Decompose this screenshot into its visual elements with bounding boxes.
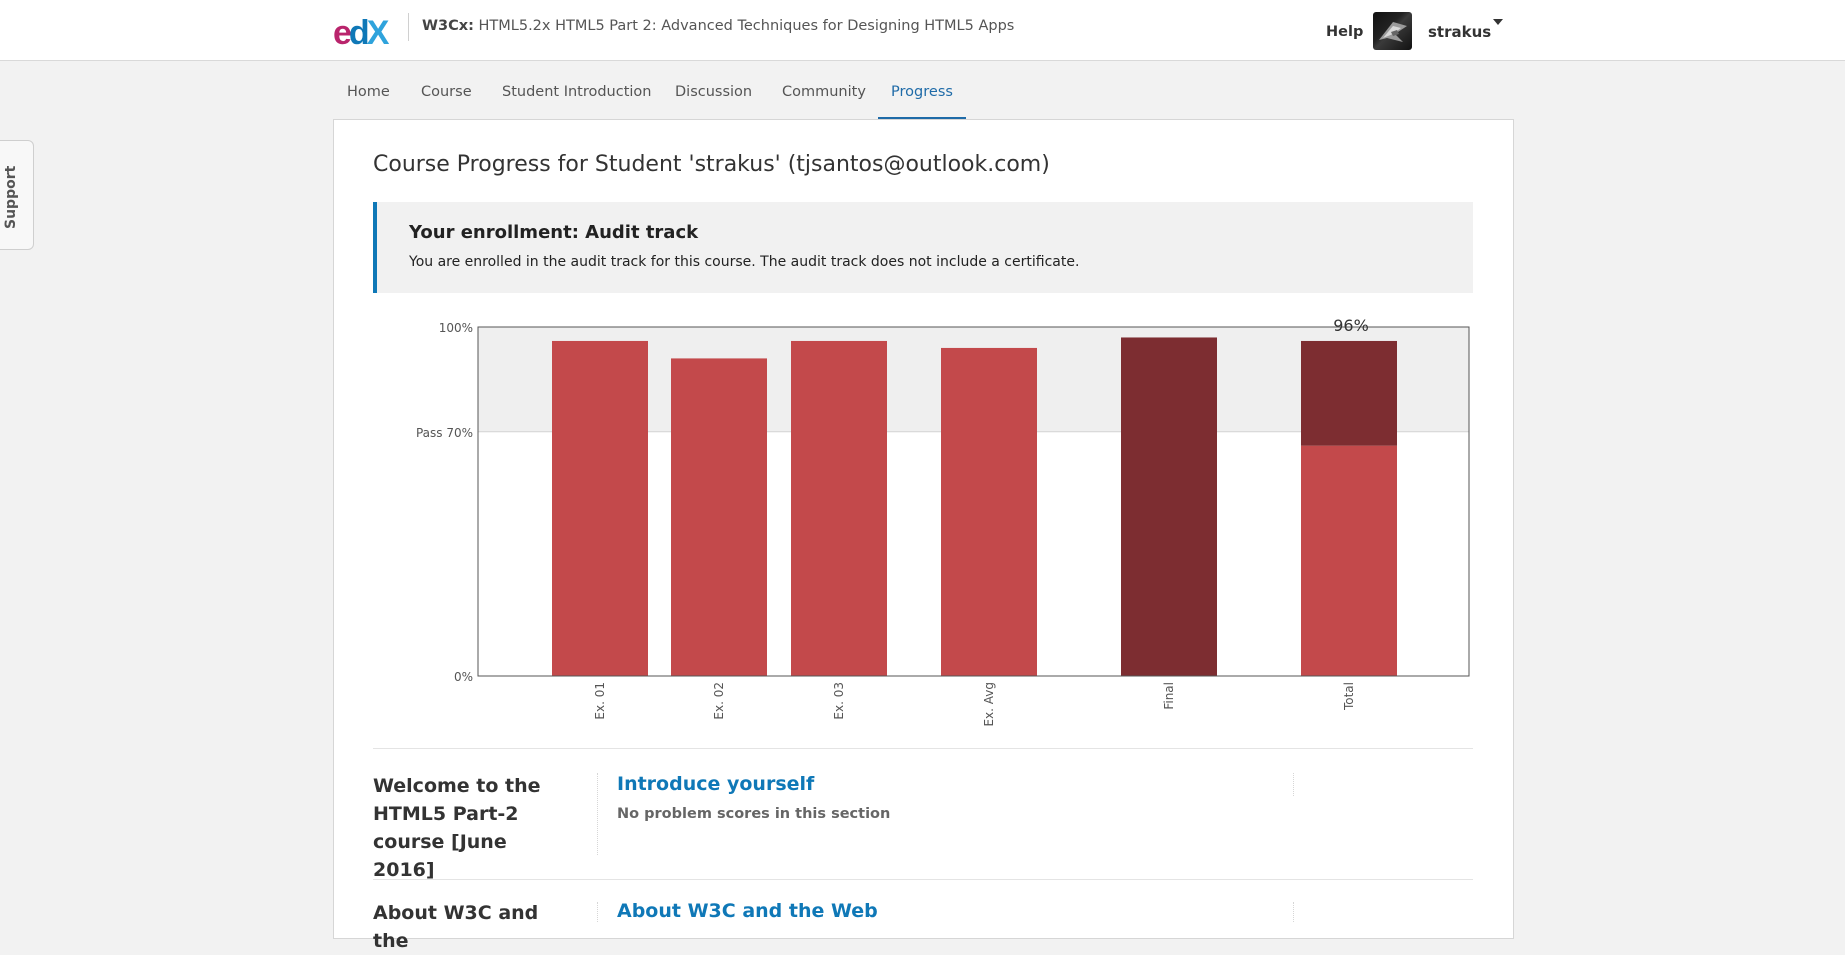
username[interactable]: strakus	[1428, 23, 1492, 41]
tab-student-introduction[interactable]: Student Introduction	[502, 84, 652, 100]
tab-course[interactable]: Course	[421, 84, 472, 100]
enrollment-notice: Your enrollment: Audit track You are enr…	[373, 202, 1473, 293]
tab-community[interactable]: Community	[782, 84, 866, 100]
section-divider	[373, 748, 1473, 749]
header-divider	[408, 13, 409, 41]
support-label: Support	[3, 165, 19, 229]
x-tick-label: Ex. Avg	[982, 682, 996, 727]
page-title: Course Progress for Student 'strakus' (t…	[373, 152, 1050, 177]
x-tick-label: Ex. 03	[832, 682, 846, 720]
caret-down-icon[interactable]	[1493, 19, 1503, 25]
section-score-divider	[1293, 773, 1294, 796]
chapter-title: About W3C and the	[373, 902, 539, 952]
bar-total-exercises	[1301, 445, 1397, 676]
x-tick-label: Total	[1342, 682, 1356, 711]
chapter-title: Welcome to the HTML5 Part-2 course [June…	[373, 775, 541, 881]
enrollment-text: You are enrolled in the audit track for …	[409, 254, 1080, 270]
enrollment-heading: Your enrollment: Audit track	[409, 222, 699, 243]
x-tick-label: Final	[1162, 682, 1176, 710]
section-divider-vertical	[597, 773, 598, 855]
y-tick-0: 0%	[454, 670, 473, 684]
section-score-divider	[1293, 902, 1294, 922]
user-avatar[interactable]	[1373, 12, 1412, 50]
course-title: W3Cx: HTML5.2x HTML5 Part 2: Advanced Te…	[422, 18, 1014, 34]
tab-progress[interactable]: Progress	[878, 72, 966, 120]
y-tick-100: 100%	[439, 321, 473, 335]
grade-chart: 100% Pass 70% 0% Ex. 01 Ex. 02 Ex. 03 Ex. A…	[416, 316, 1470, 727]
section-scores-note: No problem scores in this section	[617, 806, 891, 822]
site-header: edX W3Cx: HTML5.2x HTML5 Part 2: Advance…	[0, 0, 1845, 61]
bar-ex-02	[671, 358, 767, 676]
tab-home[interactable]: Home	[347, 84, 390, 100]
course-org: W3Cx:	[422, 18, 474, 34]
section-link[interactable]: Introduce yourself	[617, 773, 815, 795]
tab-discussion[interactable]: Discussion	[675, 84, 753, 100]
y-tick-pass: Pass 70%	[416, 426, 473, 440]
bar-total-final	[1301, 340, 1397, 446]
section-divider	[373, 879, 1473, 880]
section-link[interactable]: About W3C and the Web	[617, 900, 878, 922]
help-link[interactable]: Help	[1326, 24, 1364, 40]
total-percent-label: 96%	[1333, 316, 1369, 335]
edx-logo[interactable]: edX	[333, 14, 389, 52]
bar-ex-03	[791, 340, 887, 676]
bar-final	[1121, 337, 1217, 676]
course-name: HTML5.2x HTML5 Part 2: Advanced Techniqu…	[478, 18, 1015, 34]
support-tab[interactable]: Support	[0, 140, 34, 250]
chart-frame	[477, 326, 1470, 677]
section-divider-vertical	[597, 902, 598, 922]
x-tick-label: Ex. 01	[593, 682, 607, 720]
x-tick-label: Ex. 02	[712, 682, 726, 720]
bar-ex-avg	[941, 347, 1037, 676]
bar-ex-01	[552, 340, 648, 676]
